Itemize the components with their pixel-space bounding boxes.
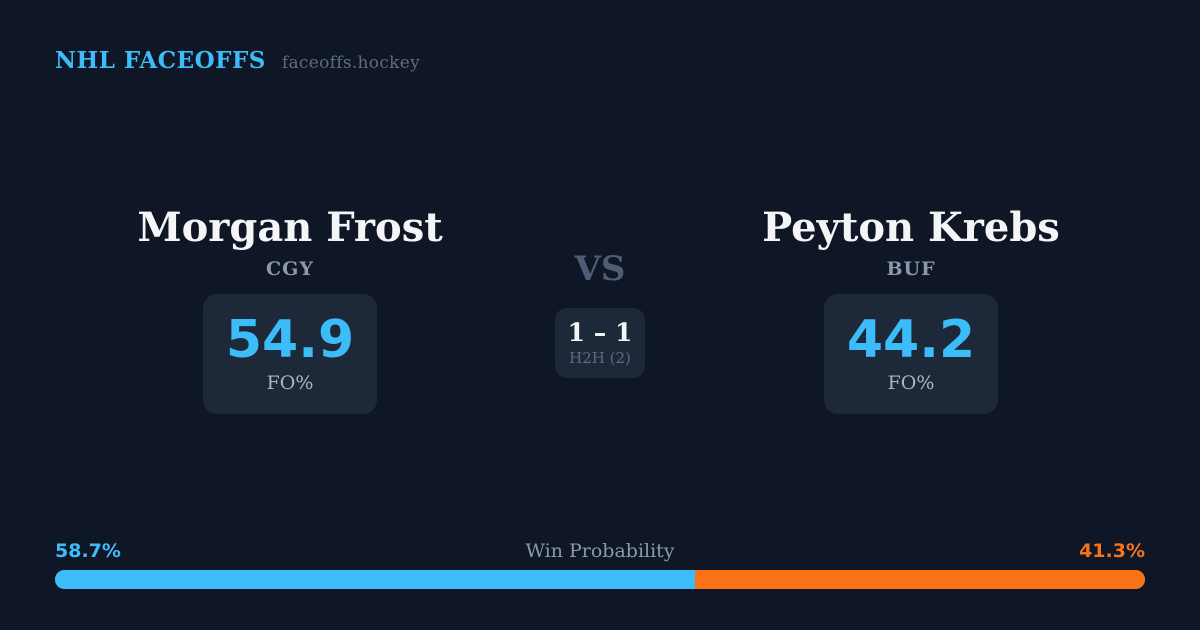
player-left: Morgan Frost CGY 54.9 FO% bbox=[110, 206, 470, 414]
player-right-stat-label: FO% bbox=[887, 372, 935, 394]
win-probability-labels: 58.7% Win Probability 41.3% bbox=[55, 540, 1145, 562]
player-right: Peyton Krebs BUF 44.2 FO% bbox=[731, 206, 1091, 414]
site-url: faceoffs.hockey bbox=[281, 53, 421, 73]
h2h-box: 1 – 1 H2H (2) bbox=[555, 308, 645, 378]
win-probability-bar-right-segment bbox=[694, 570, 1145, 589]
player-right-team: BUF bbox=[886, 258, 936, 280]
player-left-name: Morgan Frost bbox=[137, 204, 443, 251]
h2h-label: H2H (2) bbox=[569, 348, 631, 367]
win-probability-bar-left-segment bbox=[55, 570, 695, 589]
header: NHL FACEOFFS faceoffs.hockey bbox=[55, 47, 420, 74]
player-left-stat-value: 54.9 bbox=[225, 310, 355, 370]
win-probability-title: Win Probability bbox=[525, 540, 675, 562]
player-right-stat-value: 44.2 bbox=[846, 310, 976, 370]
win-probability-left-pct: 58.7% bbox=[55, 540, 121, 562]
matchup-center: VS 1 – 1 H2H (2) bbox=[530, 252, 670, 378]
player-right-stat-box: 44.2 FO% bbox=[824, 294, 998, 414]
win-probability-bar bbox=[55, 570, 1145, 589]
vs-label: VS bbox=[574, 249, 626, 289]
brand-title: NHL FACEOFFS bbox=[55, 47, 266, 74]
player-left-team: CGY bbox=[266, 258, 314, 280]
h2h-record: 1 – 1 bbox=[567, 317, 633, 347]
win-probability-section: 58.7% Win Probability 41.3% bbox=[55, 540, 1145, 589]
player-left-stat-label: FO% bbox=[266, 372, 314, 394]
player-right-name: Peyton Krebs bbox=[762, 204, 1060, 251]
player-left-stat-box: 54.9 FO% bbox=[203, 294, 377, 414]
win-probability-right-pct: 41.3% bbox=[1079, 540, 1145, 562]
